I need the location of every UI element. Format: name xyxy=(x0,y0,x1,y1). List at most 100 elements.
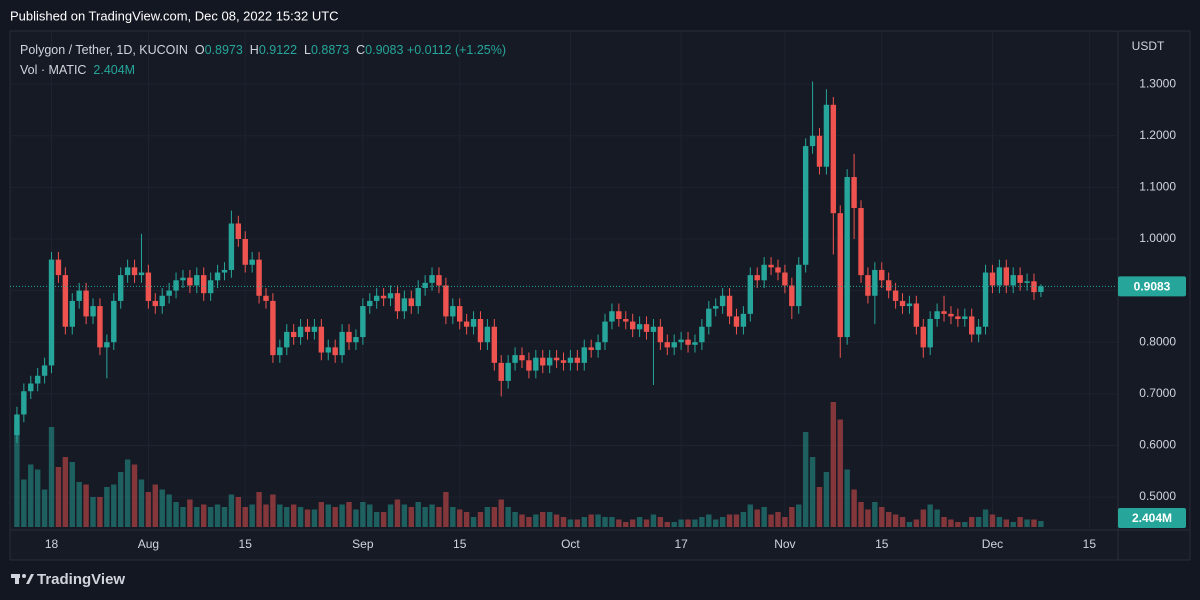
volume-bar xyxy=(339,504,345,527)
candle-body xyxy=(540,357,546,366)
volume-bar xyxy=(602,517,608,527)
x-tick-label: 15 xyxy=(453,537,467,551)
volume-tag-label: 2.404M xyxy=(1132,511,1172,525)
candle-body xyxy=(837,213,843,338)
volume-bar xyxy=(719,517,726,527)
volume-bar xyxy=(768,514,774,527)
candle-body xyxy=(789,285,795,307)
candle-body xyxy=(284,331,290,348)
volume-bar xyxy=(28,464,34,527)
volume-bar xyxy=(242,507,248,527)
candle-body xyxy=(221,269,228,273)
candle-body xyxy=(526,360,532,371)
candle-body xyxy=(802,146,809,265)
candle-body xyxy=(546,357,553,366)
candle-body xyxy=(761,264,767,281)
volume-bar xyxy=(879,507,885,527)
candle-body xyxy=(581,347,587,363)
volume-bar xyxy=(387,504,394,527)
ohlc-letter: L xyxy=(304,43,311,57)
candle-body xyxy=(1038,286,1044,292)
volume-bar xyxy=(650,514,657,527)
candle-body xyxy=(872,269,878,296)
candle-body xyxy=(685,339,691,345)
candle-body xyxy=(69,300,75,327)
candle-body xyxy=(367,300,373,307)
volume-bar xyxy=(90,497,96,527)
candle-body xyxy=(28,383,34,392)
candle-body xyxy=(263,295,269,301)
volume-bar xyxy=(145,492,152,527)
volume-bar xyxy=(394,499,401,527)
ohlc-letter: C xyxy=(356,43,366,57)
candle-body xyxy=(339,331,345,356)
logo-part xyxy=(22,574,26,578)
volume-bar xyxy=(318,502,325,527)
volume-bar xyxy=(235,497,242,527)
chart-frame xyxy=(9,30,1191,561)
volume-bar xyxy=(941,517,947,527)
candle-body xyxy=(719,295,726,307)
candle-body xyxy=(1024,281,1030,283)
candle-body xyxy=(249,259,255,265)
volume-bar xyxy=(816,487,823,527)
candle-body xyxy=(636,324,643,330)
x-tick-label: 18 xyxy=(45,537,59,551)
candle-body xyxy=(207,280,214,294)
candle-body xyxy=(1017,275,1023,283)
candle-body xyxy=(629,321,636,330)
candle-body xyxy=(422,282,428,289)
volume-bar xyxy=(989,514,996,527)
volume-bar xyxy=(353,509,359,527)
volume-bar xyxy=(249,504,255,527)
volume-bar xyxy=(671,522,677,527)
x-tick-label: 15 xyxy=(1083,537,1097,551)
volume-bar xyxy=(270,494,276,527)
candle-body xyxy=(726,295,733,317)
candle-body xyxy=(768,264,774,268)
spacer xyxy=(297,43,304,57)
volume-bar xyxy=(346,502,352,527)
volume-bar xyxy=(221,507,228,527)
candle-body xyxy=(159,295,165,307)
volume-bar xyxy=(470,517,477,527)
volume-bar xyxy=(996,517,1003,527)
volume-bar xyxy=(526,517,532,527)
volume-bar xyxy=(484,507,491,527)
legend-row: Vol · MATIC 2.404M xyxy=(20,60,506,80)
candle-body xyxy=(256,259,262,296)
volume-bar xyxy=(367,504,373,527)
volume-bar xyxy=(443,492,449,527)
candle-body xyxy=(394,293,401,312)
volume-bar xyxy=(360,502,366,527)
candle-body xyxy=(353,337,359,343)
candle-body xyxy=(14,414,20,436)
candle-body xyxy=(595,342,601,350)
candle-layer xyxy=(14,81,1044,443)
volume-bar xyxy=(111,484,117,527)
x-tick-label: Sep xyxy=(352,537,374,551)
volume-value: 2.404M xyxy=(93,63,136,77)
volume-bar xyxy=(207,507,214,527)
candle-body xyxy=(360,306,366,338)
change: +0.0112 (+1.25%) xyxy=(406,43,507,57)
candle-body xyxy=(602,321,608,343)
candle-body xyxy=(477,318,484,343)
volume-bar xyxy=(436,507,442,527)
ohlc-letter: H xyxy=(249,43,259,57)
candle-body xyxy=(187,277,193,286)
volume-bar xyxy=(1003,519,1009,527)
volume-bar xyxy=(892,514,899,527)
volume-bar xyxy=(380,512,387,527)
volume-bar xyxy=(194,507,200,527)
volume-bar xyxy=(692,519,698,527)
volume-bar xyxy=(851,489,857,527)
overlay-layer: 0.50000.60000.70000.80000.90001.00001.10… xyxy=(10,76,1186,551)
volume-bar xyxy=(906,522,913,527)
volume-bar xyxy=(1024,519,1030,527)
candle-body xyxy=(318,326,325,353)
candle-body xyxy=(21,391,27,415)
candle-body xyxy=(373,295,380,301)
volume-bar xyxy=(782,517,788,527)
volume-bar xyxy=(138,479,145,527)
